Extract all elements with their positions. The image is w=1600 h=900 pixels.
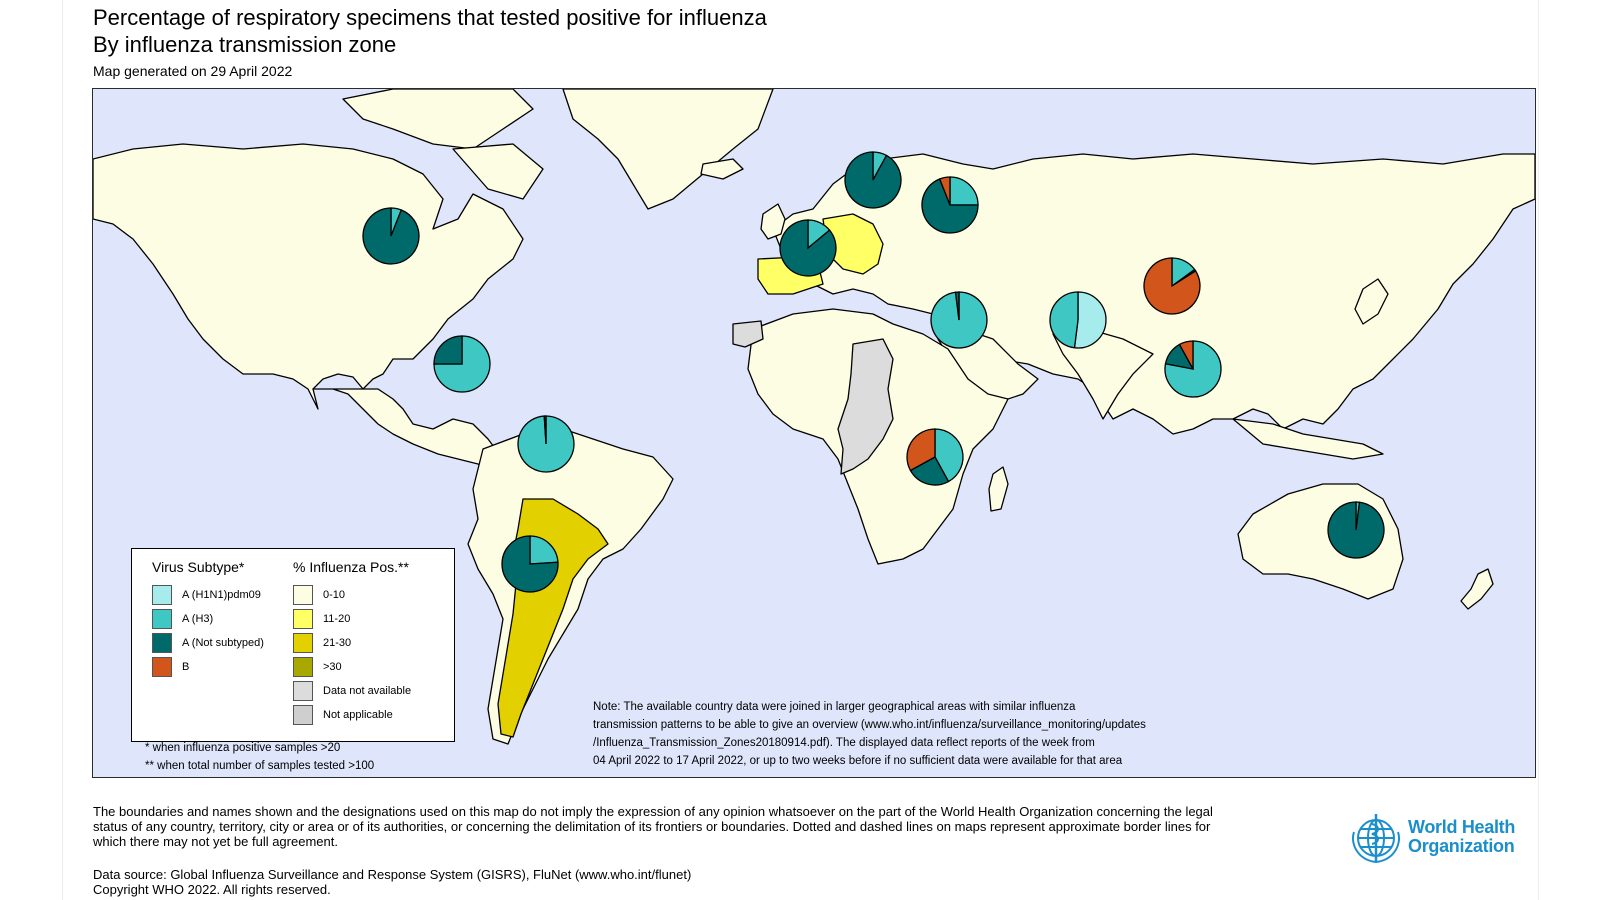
pie-eastern-africa [906, 428, 964, 486]
zone-central-africa-no-data [837, 338, 894, 475]
legend: Virus Subtype* % Influenza Pos.** A (H1N… [131, 548, 455, 742]
pie-slice-h3 [949, 176, 979, 206]
legend-label-h3: A (H3) [182, 613, 214, 625]
swatch-pct-21-30 [293, 633, 313, 653]
swatch-pct-11-20 [293, 609, 313, 629]
legend-label-a-not-subtyped: A (Not subtyped) [182, 637, 264, 649]
legend-subtype-title: Virus Subtype* [152, 559, 245, 575]
land-iceland [700, 158, 744, 180]
world-map [93, 89, 1535, 745]
note-line-2: transmission patterns to be able to give… [593, 719, 1146, 731]
pie-temperate-south-america [501, 535, 559, 593]
note: Note: The available country data were jo… [593, 698, 1146, 770]
pie-slice-a_ns [433, 335, 463, 365]
pie-slice-h1n1 [1073, 291, 1107, 349]
pie-western-asia [930, 291, 988, 349]
legend-item-pct-21-30: 21-30 [293, 633, 351, 653]
swatch-no-data [293, 681, 313, 701]
swatch-pct-gt30 [293, 657, 313, 677]
legend-label-no-data: Data not available [323, 685, 412, 697]
pie-eastern-asia [1143, 257, 1201, 315]
legend-label-pct-21-30: 21-30 [323, 637, 352, 649]
legend-label-pct-0-10: 0-10 [323, 589, 346, 601]
note-line-1: Note: The available country data were jo… [593, 701, 1076, 713]
land-india [1052, 328, 1154, 420]
data-source: Data source: Global Influenza Surveillan… [93, 867, 691, 897]
footnote-pct: ** when total number of samples tested >… [145, 760, 375, 772]
data-source-line: Data source: Global Influenza Surveillan… [93, 867, 692, 882]
map-subtitle: By influenza transmission zone [93, 32, 397, 57]
pie-eastern-europe [921, 176, 979, 234]
pie-south-east-asia [1164, 340, 1222, 398]
pie-slice-a_ns [954, 291, 960, 321]
swatch-a-not-subtyped [152, 633, 172, 653]
pie-slice-h3 [529, 535, 559, 565]
pie-slice-a_ns [844, 151, 902, 209]
pie-northern-europe [844, 151, 902, 209]
pie-slice-b [938, 176, 951, 206]
note-line-4: 04 April 2022 to 17 April 2022, or up to… [593, 755, 1123, 767]
swatch-pct-0-10 [293, 585, 313, 605]
pie-southern-asia [1049, 291, 1107, 349]
swatch-not-applicable [293, 705, 313, 725]
land-madagascar [988, 466, 1009, 512]
legend-label-pct-11-20: 11-20 [323, 613, 351, 625]
legend-item-a-not-subtyped: A (Not subtyped) [152, 633, 264, 653]
disclaimer: The boundaries and names shown and the d… [93, 804, 1213, 849]
zone-western-sahara [732, 320, 764, 348]
copyright-line: Copyright WHO 2022. All rights reserved. [93, 882, 331, 897]
pie-slice-a_ns [909, 456, 950, 486]
pie-tropical-south-america [517, 415, 575, 473]
legend-item-h1n1: A (H1N1)pdm09 [152, 585, 261, 605]
pie-slice-b [1178, 340, 1194, 370]
land-baffin [452, 143, 544, 200]
swatch-b [152, 657, 172, 677]
legend-item-pct-11-20: 11-20 [293, 609, 350, 629]
note-line-3: /Influenza_Transmission_Zones20180914.pd… [593, 737, 1095, 749]
legend-item-pct-gt30: >30 [293, 657, 342, 677]
legend-item-b: B [152, 657, 189, 677]
footnote-subtype: * when influenza positive samples >20 [145, 742, 341, 754]
map-title: Percentage of respiratory specimens that… [93, 5, 767, 30]
land-japan [1354, 278, 1389, 325]
pie-slice-a_ns [543, 415, 547, 445]
land-new-zealand [1460, 568, 1494, 610]
generated-date: Map generated on 29 April 2022 [93, 63, 293, 79]
legend-item-h3: A (H3) [152, 609, 213, 629]
swatch-h1n1 [152, 585, 172, 605]
page-edge-left [62, 0, 63, 900]
land-indonesia [1232, 418, 1384, 460]
legend-item-no-data: Data not available [293, 681, 411, 701]
pie-slice-b [1143, 257, 1201, 315]
legend-label-pct-gt30: >30 [323, 661, 342, 673]
legend-item-pct-0-10: 0-10 [293, 585, 345, 605]
pie-slice-a_ns [362, 207, 420, 265]
legend-label-b: B [182, 661, 190, 673]
land-uk [760, 203, 786, 240]
pie-south-west-europe [779, 219, 837, 277]
legend-item-not-applicable: Not applicable [293, 705, 393, 725]
pie-oceania-melanesia-polynesia [1327, 501, 1385, 559]
land-arctic-islands [342, 89, 534, 150]
legend-label-not-applicable: Not applicable [323, 709, 393, 721]
legend-pct-title: % Influenza Pos.** [293, 559, 409, 575]
pie-slice-a_ns [501, 535, 559, 593]
who-logo-line-1: World Health [1408, 817, 1516, 837]
land-north-america [93, 143, 524, 410]
pie-slice-a_ns [779, 219, 837, 277]
pie-slice-h3 [1049, 291, 1079, 349]
pie-central-america-caribbean [433, 335, 491, 393]
pie-slice-a_ns [1327, 501, 1385, 559]
pie-north-america [362, 207, 420, 265]
page-edge-right [1538, 0, 1539, 900]
pie-slice-a_ns [921, 178, 979, 234]
legend-label-h1n1: A (H1N1)pdm09 [182, 589, 261, 601]
who-emblem-icon [1352, 814, 1400, 864]
swatch-h3 [152, 609, 172, 629]
who-logo-text: World Health Organization [1408, 818, 1515, 856]
land-greenland [562, 89, 774, 210]
who-logo-line-2: Organization [1408, 836, 1515, 856]
pie-slice-b [906, 428, 936, 472]
